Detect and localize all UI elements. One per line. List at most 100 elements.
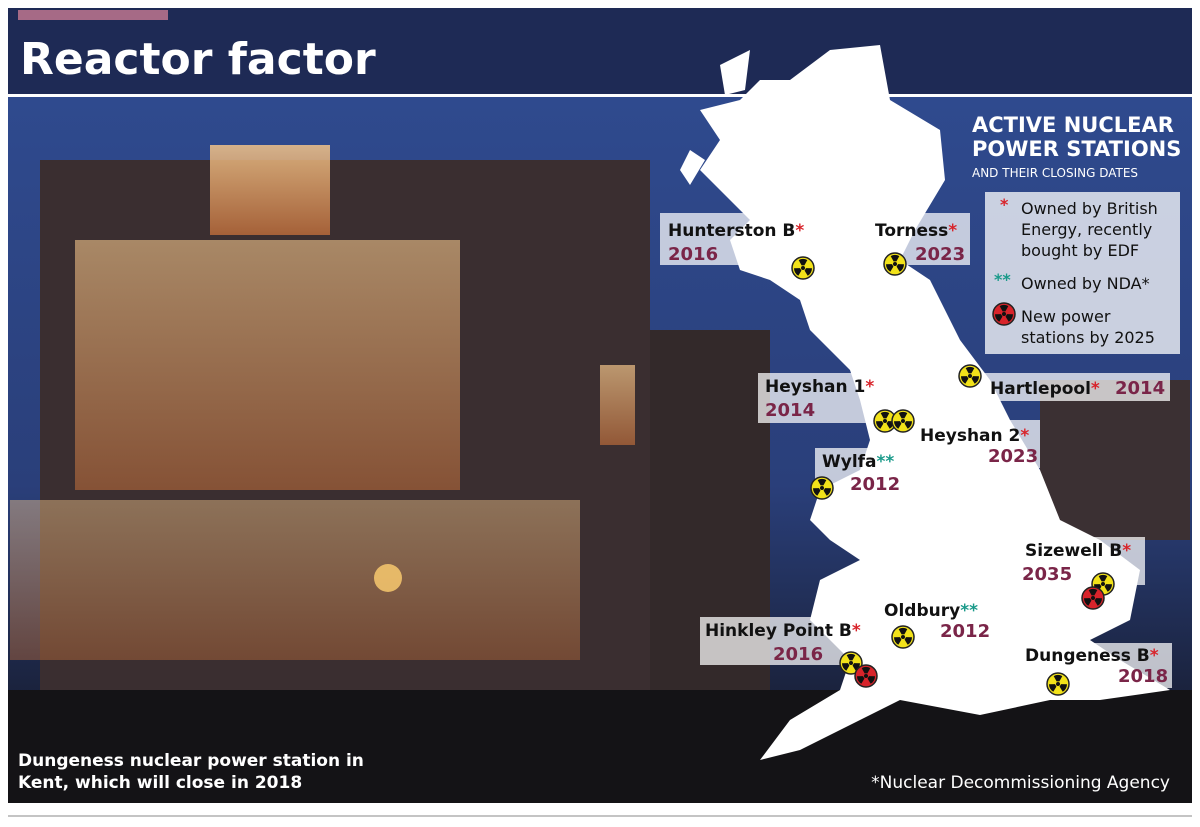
icon-blade	[886, 264, 894, 272]
caption: Dungeness nuclear power station in	[18, 751, 364, 771]
station-name-text: Oldbury	[884, 601, 960, 621]
label-box	[1020, 643, 1172, 688]
station-mark: *	[1150, 646, 1159, 666]
icon-blade	[1084, 598, 1092, 606]
station-year: 2018	[1118, 666, 1168, 687]
reactor-icon	[839, 651, 863, 675]
icon-center	[901, 419, 905, 423]
legend-box	[985, 192, 1180, 354]
icon-center	[820, 486, 824, 490]
reactor-icon	[891, 409, 915, 433]
icon-blade	[1094, 598, 1102, 606]
reactor-icon	[883, 252, 907, 276]
station-year: 2014	[1115, 378, 1165, 399]
station-name-text: Hartlepool	[990, 379, 1091, 399]
station-mark: *	[865, 377, 874, 397]
map-heading: ACTIVE NUCLEAR	[972, 113, 1174, 137]
reactor-icon	[854, 664, 878, 688]
legend-text: bought by EDF	[1021, 241, 1139, 260]
caption: Kent, which will close in 2018	[18, 773, 302, 793]
icon-blade	[852, 663, 860, 671]
header-accent	[18, 10, 168, 20]
station-mark: **	[877, 452, 895, 472]
reactor-icon	[958, 364, 982, 388]
reactor-icon	[1081, 586, 1105, 610]
label-box	[660, 213, 815, 265]
legend-text: New power	[1021, 307, 1111, 326]
station-name: Dungeness B*	[1025, 646, 1159, 666]
icon-blade	[894, 421, 902, 429]
station-name: Sizewell B*	[1025, 541, 1131, 561]
station-name: Wylfa**	[822, 452, 894, 472]
icon-blade	[898, 628, 908, 635]
icon-blade	[896, 264, 904, 272]
icon-blade	[842, 663, 850, 671]
reactor-icon	[810, 476, 834, 500]
legend-symbol: **	[994, 270, 1011, 289]
station-name-text: Dungeness B	[1025, 646, 1150, 666]
label-box	[868, 213, 970, 265]
icon-center	[1101, 582, 1105, 586]
icon-blade	[1059, 684, 1067, 692]
icon-blade	[1005, 314, 1013, 322]
reactor-icon	[791, 256, 815, 280]
icon-blade	[857, 676, 865, 684]
station-mark: *	[852, 621, 861, 641]
station-name: Hunterston B*	[668, 221, 804, 241]
reactor-icon	[1046, 672, 1070, 696]
icon-blade	[861, 667, 871, 674]
station-name-text: Heyshan 2	[920, 426, 1020, 446]
icon-center	[849, 661, 853, 665]
station-year: 2016	[668, 244, 718, 265]
station-name: Heyshan 2*	[920, 426, 1029, 446]
icon-blade	[817, 479, 827, 486]
icon-blade	[898, 412, 908, 419]
reactor-icon	[873, 409, 897, 433]
legend-text: stations by 2025	[1021, 328, 1155, 347]
station-name: Heyshan 1*	[765, 377, 874, 397]
header-band	[8, 8, 1192, 94]
label-box	[983, 373, 1170, 401]
station-name: Hinkley Point B*	[705, 621, 861, 641]
icon-blade	[995, 314, 1003, 322]
station-name: Hartlepool*	[990, 379, 1100, 399]
icon-blade	[876, 421, 884, 429]
station-mark: **	[960, 601, 978, 621]
icon-blade	[846, 654, 856, 661]
icon-blade	[1098, 575, 1108, 582]
station-name: Oldbury**	[884, 601, 978, 621]
icon-center	[1056, 682, 1060, 686]
title: Reactor factor	[20, 34, 376, 85]
icon-blade	[1104, 584, 1112, 592]
legend-text: Owned by British	[1021, 199, 1158, 218]
icon-blade	[971, 376, 979, 384]
legend-text: Energy, recently	[1021, 220, 1152, 239]
icon-center	[893, 262, 897, 266]
icon-blade	[813, 488, 821, 496]
station-year: 2035	[1022, 564, 1072, 585]
icon-center	[1091, 596, 1095, 600]
station-year: 2023	[988, 446, 1038, 467]
station-name-text: Hinkley Point B	[705, 621, 852, 641]
station-name-text: Heyshan 1	[765, 377, 865, 397]
reactor-icon	[992, 302, 1016, 326]
icon-blade	[1053, 675, 1063, 682]
icon-blade	[894, 637, 902, 645]
icon-blade	[999, 305, 1009, 312]
icon-blade	[823, 488, 831, 496]
map-subheading: AND THEIR CLOSING DATES	[972, 166, 1138, 180]
station-name: Torness*	[875, 221, 957, 241]
icon-blade	[794, 268, 802, 276]
station-name-text: Wylfa	[822, 452, 877, 472]
legend-text: Owned by NDA*	[1021, 274, 1150, 293]
station-mark: *	[948, 221, 957, 241]
station-year: 2014	[765, 400, 815, 421]
station-mark: *	[1122, 541, 1131, 561]
icon-blade	[798, 259, 808, 266]
icon-blade	[1088, 589, 1098, 596]
icon-blade	[904, 637, 912, 645]
station-name-text: Hunterston B	[668, 221, 795, 241]
footnote: *Nuclear Decommissioning Agency	[871, 773, 1170, 793]
legend-symbol: *	[1000, 195, 1009, 214]
icon-blade	[961, 376, 969, 384]
